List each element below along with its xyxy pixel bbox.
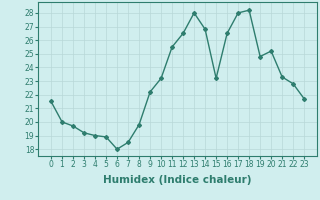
X-axis label: Humidex (Indice chaleur): Humidex (Indice chaleur)	[103, 175, 252, 185]
